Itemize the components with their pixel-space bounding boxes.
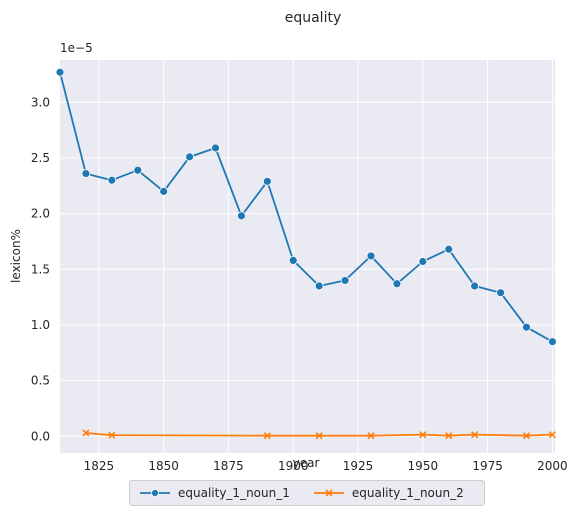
legend-label-series-2: equality_1_noun_2 — [351, 486, 464, 500]
y-tick-label: 3.0 — [31, 95, 50, 109]
data-point — [418, 257, 428, 266]
data-point — [82, 429, 90, 437]
y-scale-note: 1e−5 — [60, 41, 93, 55]
data-point — [419, 431, 427, 439]
x-tick-label: 1975 — [472, 459, 503, 473]
y-tick-label: 0.0 — [31, 429, 50, 443]
x-tick-label: 1950 — [408, 459, 439, 473]
data-point — [55, 67, 65, 77]
data-point — [496, 288, 505, 298]
data-point — [314, 281, 324, 291]
legend: equality_1_noun_1 equality_1_noun_2 — [129, 480, 485, 506]
data-point — [548, 431, 556, 439]
x-tick-label: 1850 — [148, 459, 179, 473]
x-axis-label: year — [293, 456, 320, 470]
y-tick-label: 0.5 — [31, 374, 50, 388]
series-line — [85, 432, 553, 437]
data-point — [81, 169, 91, 178]
data-point — [133, 165, 143, 175]
y-tick-label: 1.5 — [31, 262, 50, 276]
data-point — [392, 279, 402, 289]
plot-area — [60, 60, 555, 453]
data-point — [159, 186, 169, 196]
data-point — [340, 276, 350, 285]
x-tick-label: 1900 — [278, 459, 309, 473]
x-tick-label: 1875 — [213, 459, 244, 473]
legend-item-series-2: equality_1_noun_2 — [313, 486, 464, 500]
data-point — [237, 211, 246, 221]
grid-lines — [60, 60, 555, 453]
legend-line-x-icon — [313, 489, 344, 497]
data-point — [263, 432, 271, 440]
series-line — [59, 71, 553, 343]
data-point — [470, 281, 480, 291]
data-point — [366, 251, 376, 261]
data-point — [444, 244, 454, 254]
series-2 — [82, 429, 556, 440]
y-tick-label: 1.0 — [31, 318, 50, 332]
data-point — [262, 176, 272, 186]
data-point — [315, 432, 323, 440]
data-point — [367, 432, 375, 440]
data-point — [522, 432, 531, 440]
chart-title: equality — [285, 10, 342, 26]
series-1 — [55, 67, 557, 347]
legend-item-series-1: equality_1_noun_1 — [140, 486, 290, 500]
y-axis-ticks: 0.0 0.5 1.0 1.5 2.0 2.5 3.0 — [31, 95, 50, 443]
data-point — [522, 322, 531, 332]
data-point — [107, 175, 117, 185]
legend-line-circle-icon — [140, 489, 170, 497]
data-point — [471, 431, 479, 439]
x-tick-label: 1825 — [84, 459, 115, 473]
legend-label-series-1: equality_1_noun_1 — [178, 486, 290, 500]
data-point — [108, 431, 116, 439]
data-point — [211, 143, 220, 153]
y-axis-label: lexicon% — [9, 229, 23, 283]
y-tick-label: 2.5 — [31, 151, 50, 165]
y-tick-label: 2.0 — [31, 207, 50, 221]
data-point — [445, 432, 453, 440]
data-point — [548, 337, 557, 347]
x-tick-label: 1925 — [343, 459, 374, 473]
data-point — [288, 255, 298, 265]
x-tick-label: 2000 — [537, 459, 568, 473]
data-point — [185, 152, 194, 162]
x-axis-ticks: 1825 1850 1875 1900 1925 1950 1975 2000 — [84, 459, 568, 473]
series-layer — [55, 67, 557, 440]
